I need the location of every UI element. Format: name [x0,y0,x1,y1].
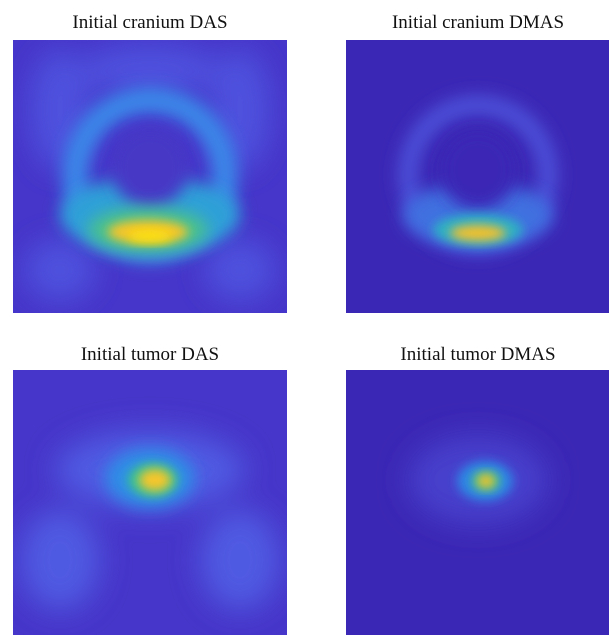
panel-title: Initial cranium DMAS [392,12,564,33]
panel-title: Initial tumor DMAS [400,344,555,365]
heatmap [13,40,287,313]
panel-title: Initial cranium DAS [72,12,227,33]
heatmap [13,370,287,635]
figure: Initial cranium DAS Initial cranium DMAS… [0,0,609,635]
heatmap [346,40,609,313]
heatmap [346,370,609,635]
panel-title: Initial tumor DAS [81,344,219,365]
